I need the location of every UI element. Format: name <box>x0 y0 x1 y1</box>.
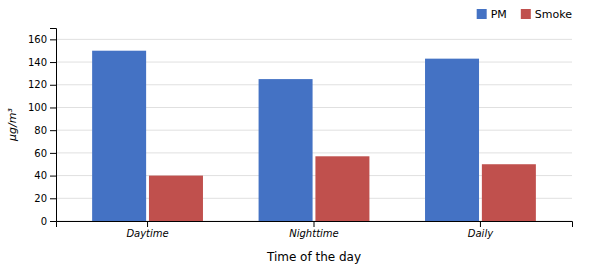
tick-mark <box>50 107 56 108</box>
tick: 40 <box>34 170 56 181</box>
tick: 100 <box>28 102 56 113</box>
tick: 20 <box>34 193 56 204</box>
tick-label: 100 <box>28 102 47 113</box>
tick: Nighttime <box>289 221 338 239</box>
tick-mark <box>50 39 56 40</box>
tick-label: 120 <box>28 79 47 90</box>
bar <box>482 164 536 221</box>
bar <box>315 156 369 221</box>
tick: 160 <box>28 34 56 45</box>
bar <box>259 79 313 221</box>
grid <box>56 39 572 221</box>
tick-label: 20 <box>34 193 47 204</box>
tick: 60 <box>34 148 56 159</box>
bar <box>149 176 203 221</box>
y-axis-title: μg/m³ <box>6 108 19 142</box>
chart: 0 20 40 60 80 100 120 140 160 Daytime Nighttime Dai… <box>0 0 592 273</box>
tick-mark <box>50 176 56 177</box>
tick-mark <box>50 198 56 199</box>
tick-label: 140 <box>28 57 47 68</box>
tick: Daily <box>468 221 494 239</box>
tick: 120 <box>28 79 56 90</box>
tick-label: 40 <box>34 170 47 181</box>
x-axis: Daytime Nighttime Daily <box>57 221 573 239</box>
tick-mark <box>50 221 56 222</box>
tick: 0 <box>41 216 56 227</box>
tick: Daytime <box>126 221 168 239</box>
tick-label: Nighttime <box>289 228 338 239</box>
legend-swatch <box>477 9 487 19</box>
axis-line <box>50 29 57 222</box>
legend-label: Smoke <box>535 8 572 21</box>
tick-mark <box>50 85 56 86</box>
tick-mark <box>50 153 56 154</box>
x-axis-title: Time of the day <box>266 250 361 264</box>
legend-label: PM <box>491 8 507 21</box>
grid-line <box>56 39 572 40</box>
tick: 140 <box>28 57 56 68</box>
legend: PM Smoke <box>477 8 573 21</box>
tick-mark <box>480 221 481 227</box>
plot: 0 20 40 60 80 100 120 140 160 Daytime Nighttime Dai… <box>28 29 573 240</box>
y-axis: 0 20 40 60 80 100 120 140 160 <box>28 29 57 227</box>
series <box>92 51 479 221</box>
tick-label: Daytime <box>126 228 168 239</box>
bars <box>92 51 536 221</box>
tick-mark <box>50 62 56 63</box>
tick-label: 160 <box>28 34 47 45</box>
tick-label: Daily <box>468 228 494 239</box>
tick-mark <box>314 221 315 227</box>
series <box>149 156 536 221</box>
legend-swatch <box>521 9 531 19</box>
bar <box>92 51 146 221</box>
tick-label: 80 <box>34 125 47 136</box>
axis-line <box>57 222 573 228</box>
legend-item: PM <box>477 8 507 21</box>
tick: 80 <box>34 125 56 136</box>
tick-label: 0 <box>41 216 47 227</box>
legend-item: Smoke <box>521 8 572 21</box>
bar <box>425 59 479 221</box>
tick-mark <box>50 130 56 131</box>
tick-mark <box>147 221 148 227</box>
tick-label: 60 <box>34 148 47 159</box>
